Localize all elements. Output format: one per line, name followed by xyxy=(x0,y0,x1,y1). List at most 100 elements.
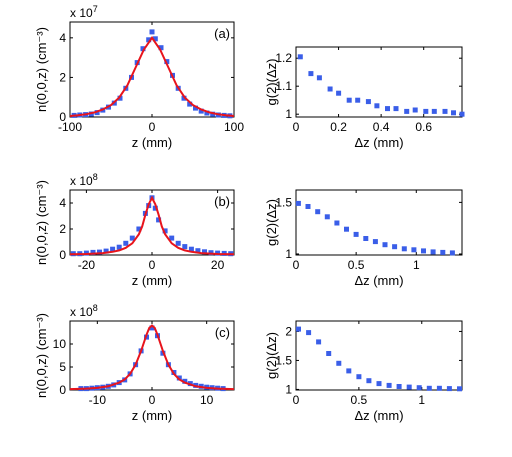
x-tick-label: 0 xyxy=(149,120,156,134)
x-tick-label: 0 xyxy=(149,258,156,272)
data-point xyxy=(363,236,369,241)
data-point xyxy=(376,381,382,387)
data-point xyxy=(149,325,155,331)
y-axis-label: g(2)(Δz) xyxy=(264,59,279,106)
data-point xyxy=(411,247,417,253)
data-point xyxy=(446,386,452,392)
x-tick-label: 1 xyxy=(418,393,425,407)
y-axis-label: n(0,0,z) (cm⁻³) xyxy=(34,27,49,112)
y-tick-label: 0 xyxy=(59,383,66,397)
data-point xyxy=(202,249,207,255)
y-tick-label: 4 xyxy=(59,196,66,210)
data-point xyxy=(421,248,426,254)
data-point xyxy=(198,108,204,114)
fit-line xyxy=(69,195,235,256)
x-axis-label: z (mm) xyxy=(132,408,172,423)
data-point xyxy=(296,326,301,332)
y-exponent-label: x 108 xyxy=(70,303,98,319)
data-point xyxy=(392,244,398,250)
data-point xyxy=(297,54,303,60)
y-tick-label: 2 xyxy=(59,70,66,84)
y-tick-label: 2 xyxy=(285,324,292,338)
y-tick-label: 0 xyxy=(59,110,66,124)
data-point xyxy=(406,384,412,390)
data-point xyxy=(152,36,158,42)
data-point xyxy=(426,385,432,391)
data-point xyxy=(94,110,100,116)
data-point xyxy=(316,339,322,345)
data-point xyxy=(372,239,378,245)
x-tick-label: 100 xyxy=(224,120,244,134)
data-point xyxy=(140,46,146,52)
data-point xyxy=(315,209,321,215)
data-point xyxy=(188,246,194,252)
data-point xyxy=(459,111,465,117)
data-point xyxy=(182,378,188,384)
data-point xyxy=(382,242,388,248)
data-point xyxy=(412,107,418,113)
data-point xyxy=(365,99,371,105)
data-point xyxy=(169,235,175,241)
data-point xyxy=(327,86,333,92)
data-point xyxy=(195,248,201,254)
y-tick-label: 1 xyxy=(285,247,292,261)
x-tick-label: 1 xyxy=(413,258,420,272)
data-point xyxy=(103,248,109,254)
data-point xyxy=(385,106,390,112)
panel-6: 0 0.5 1 1 1.5 2 Δz (mm) g(2)(Δz) xyxy=(264,320,463,423)
y-tick-label: 0 xyxy=(59,248,66,262)
data-point xyxy=(136,226,142,232)
y-axis-label: n(0,0,z) (cm⁻³) xyxy=(34,180,49,265)
data-point xyxy=(431,108,437,114)
x-tick-label: 0 xyxy=(293,120,300,134)
x-tick-label: 0 xyxy=(293,393,300,407)
data-point xyxy=(158,45,164,51)
y-exponent-label: x 107 xyxy=(70,4,98,20)
data-point xyxy=(457,386,462,392)
panel-4: 0 0.5 1 1 1.5 Δz (mm) g(2)(Δz) xyxy=(264,189,463,288)
data-point xyxy=(204,110,210,116)
panel-label: (c) xyxy=(215,325,230,340)
data-point xyxy=(401,246,407,252)
data-point xyxy=(404,108,410,114)
data-point xyxy=(97,249,102,255)
data-point xyxy=(210,111,216,117)
data-point xyxy=(442,108,448,114)
data-point xyxy=(110,246,116,252)
data-point xyxy=(386,382,392,388)
x-tick-label: 0 xyxy=(149,393,156,407)
y-tick-label: 1.5 xyxy=(275,353,292,367)
y-tick-label: 1.5 xyxy=(275,195,292,209)
x-axis-label: z (mm) xyxy=(132,273,172,288)
panel-3: -20 0 20 0 2 4 z (mm) n(0,0,z) (cm⁻³) x 108 (b) xyxy=(34,172,235,288)
data-point xyxy=(396,384,402,389)
x-tick-label: 0.6 xyxy=(415,120,432,134)
x-tick-label: -100 xyxy=(58,120,82,134)
data-point xyxy=(156,217,162,223)
x-tick-label: -10 xyxy=(89,393,107,407)
plot-frame xyxy=(295,189,463,256)
y-tick-label: 4 xyxy=(59,31,66,45)
data-point xyxy=(316,75,322,81)
y-axis-label: n(0,0,z) (cm⁻³) xyxy=(34,313,49,398)
data-point xyxy=(346,368,352,374)
panel-label: (a) xyxy=(214,26,230,41)
data-point xyxy=(146,37,152,43)
x-tick-label: 0 xyxy=(293,258,300,272)
x-tick-label: 10 xyxy=(200,393,214,407)
data-point xyxy=(344,226,349,232)
y-tick-label: 1 xyxy=(285,107,292,121)
data-point xyxy=(175,240,181,246)
data-point xyxy=(182,244,188,250)
x-tick-label: 0.5 xyxy=(348,258,365,272)
y-exponent-label: x 108 xyxy=(70,172,98,188)
x-tick-label: 20 xyxy=(211,258,225,272)
data-point xyxy=(116,244,122,250)
y-axis-label: g(2)(Δz) xyxy=(264,199,279,246)
data-point xyxy=(164,59,170,65)
data-point xyxy=(451,110,456,116)
data-point xyxy=(416,385,422,391)
fit-line xyxy=(69,36,235,117)
x-axis-label: Δz (mm) xyxy=(354,408,403,423)
data-point xyxy=(353,231,359,237)
